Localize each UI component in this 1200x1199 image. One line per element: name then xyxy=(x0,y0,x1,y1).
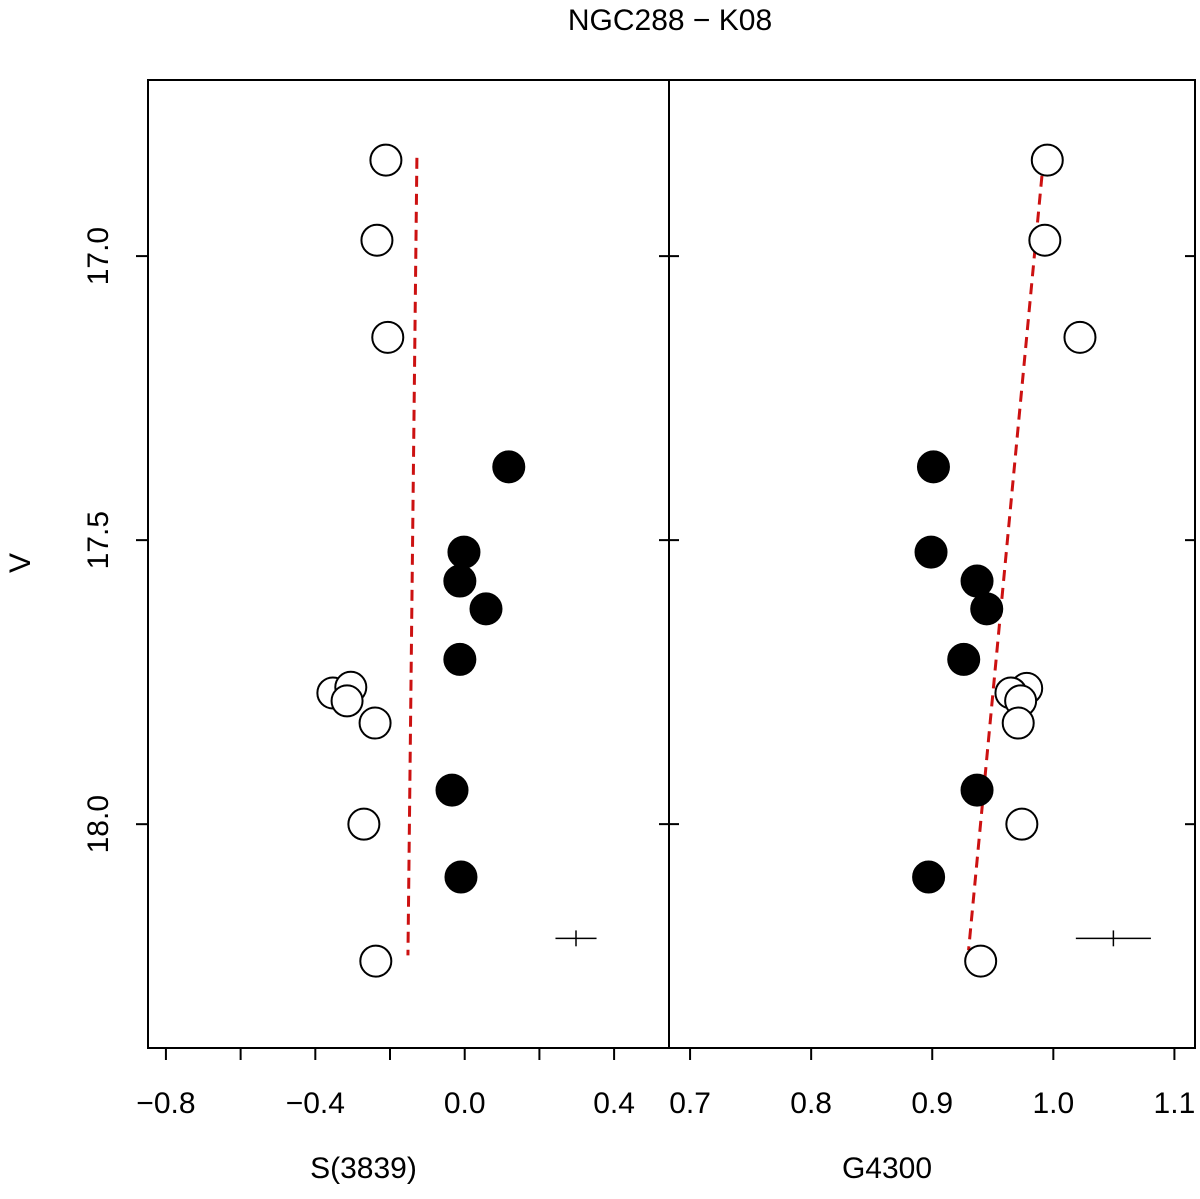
x-axis-label: G4300 xyxy=(842,1152,932,1185)
point xyxy=(1063,320,1097,354)
point xyxy=(347,807,381,841)
x-tick-label: 1.1 xyxy=(1154,1087,1196,1120)
point xyxy=(1030,143,1064,177)
y-tick-label: 18.0 xyxy=(82,795,115,853)
point xyxy=(912,860,946,894)
point xyxy=(371,320,405,354)
point xyxy=(359,944,393,978)
chart-title: NGC288 − K08 xyxy=(568,4,772,37)
point xyxy=(358,706,392,740)
point xyxy=(960,564,994,598)
point xyxy=(916,450,950,484)
x-axis-label: S(3839) xyxy=(310,1152,417,1185)
x-tick-label: 0.7 xyxy=(669,1087,711,1120)
point xyxy=(970,592,1004,626)
y-tick-label: 17.0 xyxy=(82,227,115,285)
point xyxy=(1005,807,1039,841)
point xyxy=(469,592,503,626)
y-axis-label: V xyxy=(4,553,37,573)
x-tick-label: 0.4 xyxy=(593,1087,635,1120)
x-tick-label: −0.8 xyxy=(136,1087,195,1120)
point xyxy=(492,450,526,484)
point xyxy=(1001,706,1035,740)
point xyxy=(1028,223,1062,257)
x-tick-label: 0.9 xyxy=(911,1087,953,1120)
fit-line xyxy=(967,157,1046,951)
point xyxy=(964,944,998,978)
x-tick-label: 0.0 xyxy=(444,1087,486,1120)
x-tick-label: 0.8 xyxy=(790,1087,832,1120)
point xyxy=(914,535,948,569)
point xyxy=(330,684,364,718)
x-tick-label: 1.0 xyxy=(1032,1087,1074,1120)
fit-line xyxy=(406,157,419,956)
point xyxy=(443,564,477,598)
point xyxy=(447,535,481,569)
point xyxy=(947,642,981,676)
point xyxy=(960,773,994,807)
point xyxy=(369,143,403,177)
point xyxy=(360,223,394,257)
x-tick-label: −0.4 xyxy=(286,1087,345,1120)
point xyxy=(435,773,469,807)
point xyxy=(444,860,478,894)
y-tick-label: 17.5 xyxy=(82,511,115,569)
point xyxy=(443,642,477,676)
